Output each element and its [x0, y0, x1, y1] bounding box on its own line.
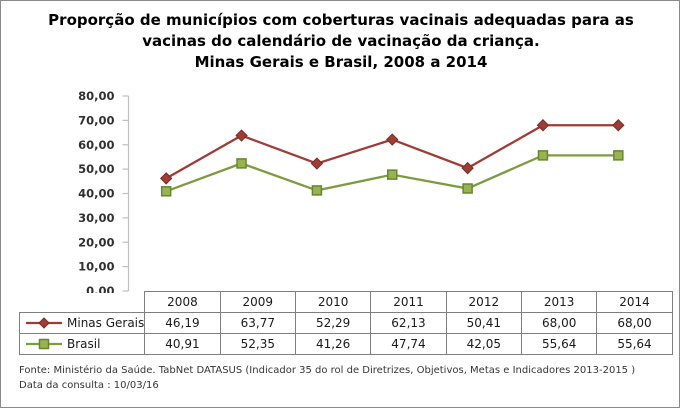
value-cell: 42,05	[445, 333, 523, 355]
value-cell: 68,00	[596, 312, 673, 334]
value-cell: 55,64	[596, 333, 673, 355]
value-cell: 63,77	[219, 312, 296, 334]
y-axis-tick-label: 20,00	[78, 235, 114, 249]
y-axis-tick-label: 0,00	[86, 284, 114, 293]
source-note: Fonte: Ministério da Saúde. TabNet DATAS…	[19, 363, 669, 393]
y-axis-tick-label: 10,00	[78, 260, 114, 274]
year-header-cell: 2008	[144, 291, 221, 313]
data-point-marker-diamond	[536, 119, 550, 132]
data-point-marker-diamond	[461, 161, 474, 175]
source-line: Fonte: Ministério da Saúde. TabNet DATAS…	[19, 365, 636, 376]
data-point-marker-square	[537, 150, 549, 161]
consult-date-line: Data da consulta : 10/03/16	[19, 380, 159, 391]
data-point-marker-square	[236, 158, 247, 169]
y-axis-tick-label: 40,00	[78, 187, 114, 201]
series-label: Minas Gerais	[67, 316, 145, 330]
data-point-marker-diamond	[235, 129, 248, 142]
data-point-marker-diamond	[159, 172, 173, 185]
square-marker-legend-icon	[26, 338, 62, 350]
value-cell: 41,26	[294, 333, 372, 355]
year-header-cell: 2013	[520, 291, 598, 313]
series-label: Brasil	[67, 337, 101, 351]
legend-key: Minas Gerais	[25, 316, 144, 330]
year-header-cell: 2010	[294, 291, 372, 313]
legend-cell: Minas Gerais	[18, 312, 146, 334]
year-header-cell: 2014	[596, 291, 673, 313]
line-chart-plot: 0,00 10,00 20,00 30,00 40,00 50,00 60,00 70,00 8…	[78, 89, 625, 293]
y-axis-tick-label: 80,00	[78, 89, 114, 103]
year-header-cell: 2011	[370, 291, 447, 313]
table-row: Brasil 40,91 52,35 41,26 47,74 42,05 55,64 55,6…	[18, 333, 673, 355]
chart-title: Proporção de municípios com coberturas v…	[48, 11, 634, 71]
y-axis-tick-label: 30,00	[78, 211, 114, 225]
data-point-marker-square	[462, 183, 473, 194]
value-cell: 68,00	[520, 312, 598, 334]
diamond-marker-legend-icon	[26, 317, 62, 329]
year-header-cell: 2012	[445, 291, 523, 313]
legend-cell: Brasil	[18, 333, 146, 355]
chart-data-table: 2008 2009 2010 2011 2012 2013 2014 Minas Gerais…	[18, 291, 673, 355]
table-row: Minas Gerais 46,19 63,77 52,29 62,13 50,41 68,…	[18, 312, 673, 334]
y-axis-tick-label: 70,00	[78, 113, 114, 127]
year-header-row: 2008 2009 2010 2011 2012 2013 2014	[20, 291, 673, 313]
data-point-marker-square	[387, 169, 398, 180]
data-point-marker-diamond	[612, 119, 625, 132]
data-point-marker-square	[613, 150, 624, 161]
value-cell: 55,64	[520, 333, 598, 355]
legend-key: Brasil	[25, 337, 144, 351]
y-axis-tick-label: 50,00	[78, 162, 114, 176]
data-point-marker-diamond	[386, 133, 399, 146]
value-cell: 52,29	[294, 312, 372, 334]
value-cell: 46,19	[144, 312, 221, 334]
value-cell: 50,41	[445, 312, 523, 334]
data-point-marker-square	[311, 185, 323, 196]
table-corner-cell	[20, 292, 145, 313]
y-axis-tick-label: 60,00	[78, 138, 114, 152]
value-cell: 47,74	[370, 333, 447, 355]
value-cell: 52,35	[219, 333, 296, 355]
data-point-marker-square	[160, 186, 172, 197]
value-cell: 62,13	[370, 312, 447, 334]
year-header-cell: 2009	[219, 291, 296, 313]
value-cell: 40,91	[144, 333, 221, 355]
data-point-marker-diamond	[310, 157, 324, 170]
